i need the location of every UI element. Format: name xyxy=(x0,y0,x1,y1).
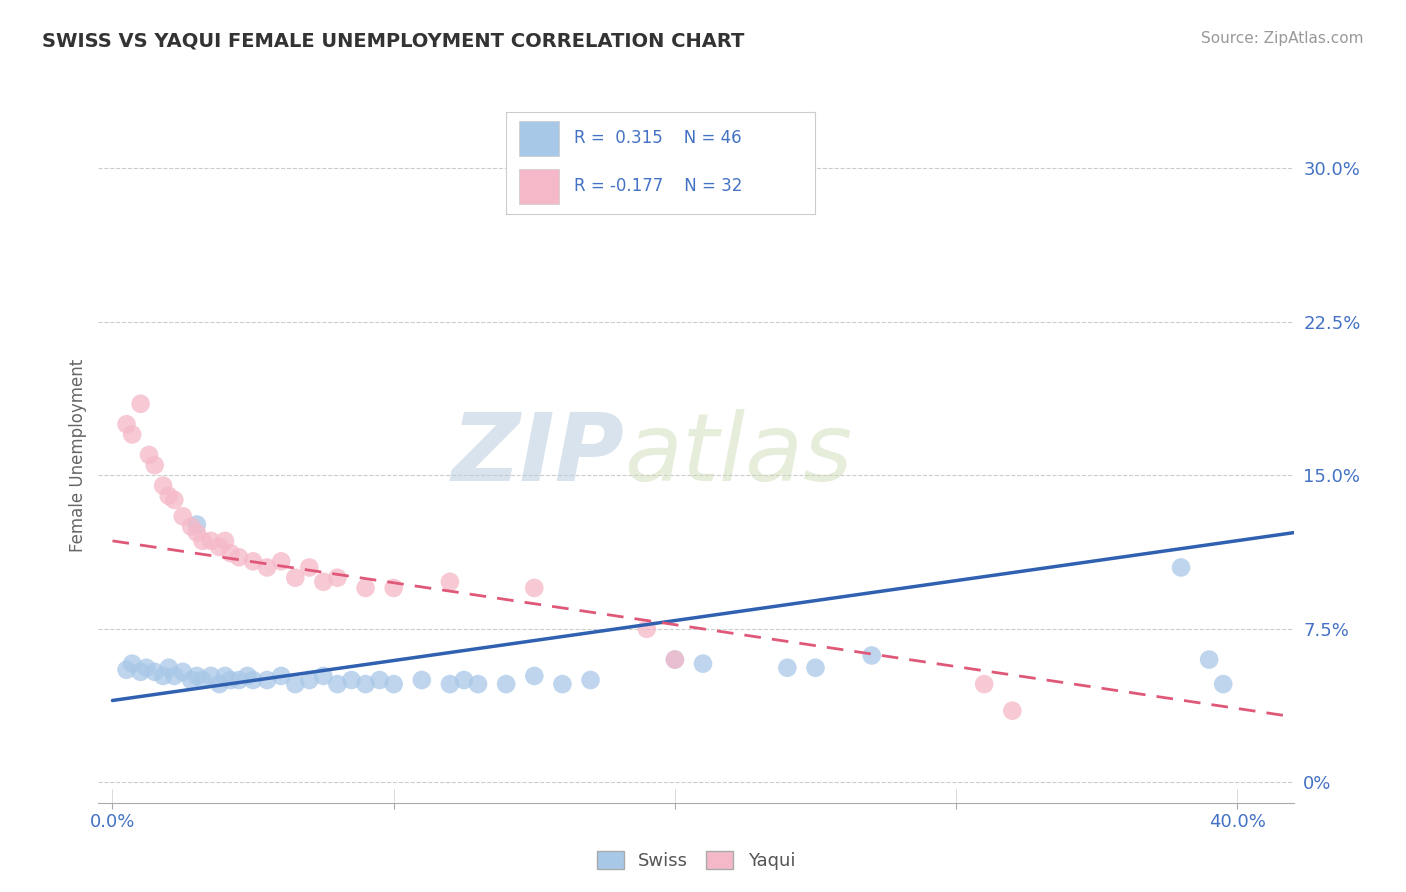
Point xyxy=(326,571,349,585)
Point xyxy=(467,677,489,691)
Text: Source: ZipAtlas.com: Source: ZipAtlas.com xyxy=(1201,31,1364,46)
Point xyxy=(157,661,180,675)
Point xyxy=(1001,704,1024,718)
Point xyxy=(163,669,186,683)
Point xyxy=(439,677,461,691)
Point xyxy=(804,661,827,675)
Point xyxy=(312,669,335,683)
Point xyxy=(219,546,242,560)
Point xyxy=(382,581,405,595)
Point xyxy=(523,669,546,683)
Point xyxy=(551,677,574,691)
Text: R = -0.177    N = 32: R = -0.177 N = 32 xyxy=(574,178,742,195)
Point xyxy=(256,673,278,687)
Point xyxy=(242,554,264,568)
Point xyxy=(495,677,517,691)
Point xyxy=(973,677,995,691)
Point xyxy=(326,677,349,691)
Point xyxy=(664,652,686,666)
Legend: Swiss, Yaqui: Swiss, Yaqui xyxy=(589,844,803,877)
Text: SWISS VS YAQUI FEMALE UNEMPLOYMENT CORRELATION CHART: SWISS VS YAQUI FEMALE UNEMPLOYMENT CORRE… xyxy=(42,31,745,50)
Point xyxy=(186,517,208,532)
Point xyxy=(579,673,602,687)
Point xyxy=(143,665,166,679)
Point xyxy=(284,571,307,585)
Point xyxy=(453,673,475,687)
Point xyxy=(172,665,194,679)
Point xyxy=(340,673,363,687)
Point xyxy=(270,669,292,683)
Point xyxy=(135,661,157,675)
Point xyxy=(270,554,292,568)
Point xyxy=(180,673,202,687)
Point xyxy=(284,677,307,691)
Point xyxy=(382,677,405,691)
Point xyxy=(186,669,208,683)
FancyBboxPatch shape xyxy=(519,169,558,204)
Point xyxy=(180,519,202,533)
Point xyxy=(143,458,166,472)
Point xyxy=(692,657,714,671)
Text: R =  0.315    N = 46: R = 0.315 N = 46 xyxy=(574,129,742,147)
Point xyxy=(228,673,250,687)
Point xyxy=(208,540,231,554)
Point xyxy=(121,657,143,671)
Point xyxy=(242,673,264,687)
Point xyxy=(219,673,242,687)
Point xyxy=(129,665,152,679)
Point xyxy=(368,673,391,687)
Point xyxy=(236,669,259,683)
Text: ZIP: ZIP xyxy=(451,409,624,501)
Y-axis label: Female Unemployment: Female Unemployment xyxy=(69,359,87,551)
Point xyxy=(411,673,433,687)
Point xyxy=(776,661,799,675)
Point xyxy=(200,533,222,548)
Point xyxy=(1170,560,1192,574)
Point xyxy=(439,574,461,589)
Point xyxy=(157,489,180,503)
Point xyxy=(1212,677,1234,691)
Point xyxy=(860,648,883,663)
Point xyxy=(200,669,222,683)
Point xyxy=(208,677,231,691)
Text: atlas: atlas xyxy=(624,409,852,500)
Point xyxy=(228,550,250,565)
Point xyxy=(354,581,377,595)
Point xyxy=(636,622,658,636)
Point xyxy=(152,478,174,492)
Point xyxy=(664,652,686,666)
Point xyxy=(214,669,236,683)
Point xyxy=(138,448,160,462)
Point xyxy=(298,560,321,574)
Point xyxy=(115,417,138,432)
Point xyxy=(186,525,208,540)
Point xyxy=(354,677,377,691)
Point xyxy=(115,663,138,677)
Point xyxy=(214,533,236,548)
Point xyxy=(1198,652,1220,666)
Point xyxy=(523,581,546,595)
Point xyxy=(152,669,174,683)
FancyBboxPatch shape xyxy=(519,120,558,155)
Point xyxy=(256,560,278,574)
Point xyxy=(312,574,335,589)
Point xyxy=(172,509,194,524)
Point xyxy=(191,533,214,548)
Point xyxy=(129,397,152,411)
Point xyxy=(163,492,186,507)
Point xyxy=(298,673,321,687)
Point xyxy=(121,427,143,442)
Point xyxy=(191,673,214,687)
